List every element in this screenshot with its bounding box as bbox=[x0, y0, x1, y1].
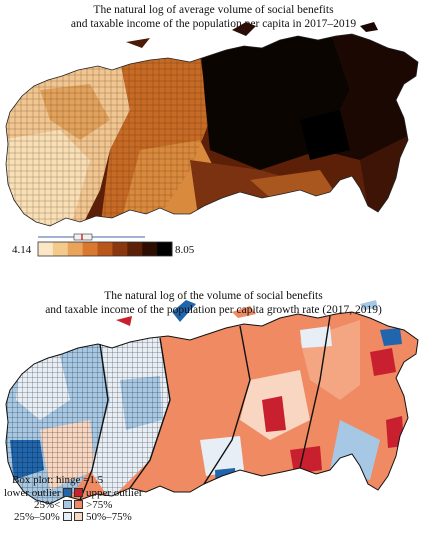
legend-swatch-25-50 bbox=[63, 512, 72, 521]
map1-title: The natural log of average volume of soc… bbox=[70, 4, 357, 30]
map1 bbox=[6, 34, 418, 226]
scale-border bbox=[37, 241, 173, 257]
map2-island bbox=[172, 300, 196, 322]
map1-legend-max: 8.05 bbox=[175, 244, 195, 256]
scale-swatch-4 bbox=[97, 242, 113, 256]
legend-label-lower-quartile: 25%< bbox=[34, 499, 61, 511]
map2-district-borders bbox=[79, 315, 331, 501]
scale-swatch-6 bbox=[127, 242, 143, 256]
legend-label-lower-outlier: lower outlier bbox=[4, 487, 61, 499]
map1-legend-min: 4.14 bbox=[12, 244, 32, 256]
map1-boxplot bbox=[38, 233, 145, 241]
map2-title: The natural log of the volume of social … bbox=[45, 290, 382, 316]
scale-swatch-3 bbox=[82, 242, 99, 256]
legend-swatch-lower-outlier bbox=[63, 488, 72, 497]
legend-label-25-50: 25%–50% bbox=[14, 511, 60, 523]
map2-legend-heading: Box plot: hinge =1.5 bbox=[12, 474, 104, 486]
legend-swatch-lower-quartile bbox=[63, 500, 72, 509]
map2-outline bbox=[5, 311, 419, 505]
scale-swatch-0 bbox=[38, 242, 54, 256]
legend-label-upper-outlier: upper outlier bbox=[86, 487, 143, 499]
legend-swatch-upper-outlier bbox=[74, 488, 83, 497]
scale-swatch-1 bbox=[52, 242, 69, 256]
scale-swatch-2 bbox=[67, 242, 84, 256]
scale-swatch-7 bbox=[142, 242, 158, 256]
scale-swatch-5 bbox=[112, 242, 128, 256]
map1-outline bbox=[5, 33, 419, 227]
legend-swatch-50-75 bbox=[74, 512, 83, 521]
legend-swatch-upper-quartile bbox=[74, 500, 83, 509]
legend-label-50-75: 50%–75% bbox=[86, 511, 132, 523]
scale-swatch-8 bbox=[157, 242, 173, 256]
map1-color-scale bbox=[37, 241, 173, 257]
map1-island bbox=[232, 22, 256, 36]
legend-label-upper-quartile: >75% bbox=[86, 499, 113, 511]
